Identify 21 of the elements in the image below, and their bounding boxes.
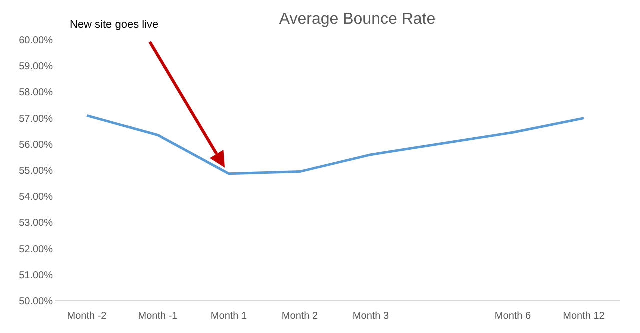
- x-tick-label: Month 12: [563, 311, 606, 322]
- x-tick-label: Month -1: [138, 311, 178, 322]
- y-tick-label: 59.00%: [19, 62, 54, 73]
- x-tick-label: Month 2: [282, 311, 318, 322]
- x-tick-label: Month 6: [494, 311, 532, 322]
- x-tick-label: Month -2: [67, 311, 108, 322]
- y-tick-label: 51.00%: [19, 270, 54, 282]
- text: New site goes live: [70, 19, 159, 31]
- y-tick-label: 52.00%: [19, 244, 54, 256]
- line-series: [86, 114, 586, 176]
- y-tick-label: 54.00%: [19, 192, 54, 204]
- y-tick-label: 60.00%: [19, 36, 54, 46]
- y-tick-label: 55.00%: [19, 166, 54, 177]
- chart-title: Average Bounce Rate: [279, 11, 436, 28]
- y-tick-label: 57.00%: [19, 114, 54, 125]
- y-tick-label: 56.00%: [19, 140, 54, 151]
- y-tick-label: 53.00%: [19, 218, 54, 230]
- x-tick-label: Month 3: [352, 311, 390, 322]
- y-tick-label: 58.00%: [19, 88, 54, 99]
- x-tick-label: Month 1: [210, 311, 248, 322]
- y-tick-label: 50.00%: [19, 296, 54, 308]
